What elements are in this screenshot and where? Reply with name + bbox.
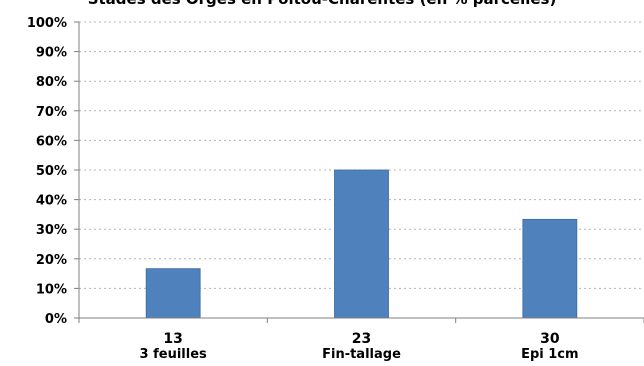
bar — [334, 169, 389, 319]
x-category-code: 23 — [352, 331, 371, 347]
chart-title: Stades des Orges en Poitou-Charentes (en… — [88, 0, 557, 8]
axes — [74, 21, 644, 323]
bar — [522, 218, 578, 319]
bar — [145, 268, 201, 319]
x-category-name: Epi 1cm — [521, 347, 578, 362]
y-tick-label: 0% — [45, 312, 67, 327]
y-tick-label: 10% — [36, 282, 67, 297]
y-tick-label: 100% — [27, 16, 67, 31]
y-tick-label: 80% — [36, 75, 67, 90]
y-tick-label: 90% — [36, 46, 67, 61]
y-tick-label: 60% — [36, 134, 67, 149]
bars — [145, 169, 578, 319]
y-tick-label: 20% — [36, 253, 67, 268]
y-tick-label: 70% — [36, 105, 67, 120]
x-category-code: 30 — [540, 331, 560, 347]
y-tick-label: 50% — [36, 164, 67, 179]
y-tick-labels: 0% 10% 20% 30% 40% 50% 60% 70% 80% 90% 100% — [27, 16, 67, 327]
x-category-name: 3 feuilles — [140, 347, 207, 362]
x-category-name: Fin-tallage — [322, 347, 401, 362]
y-tick-label: 40% — [36, 194, 67, 209]
y-tick-label: 30% — [36, 223, 67, 238]
x-category-code: 13 — [163, 331, 182, 347]
